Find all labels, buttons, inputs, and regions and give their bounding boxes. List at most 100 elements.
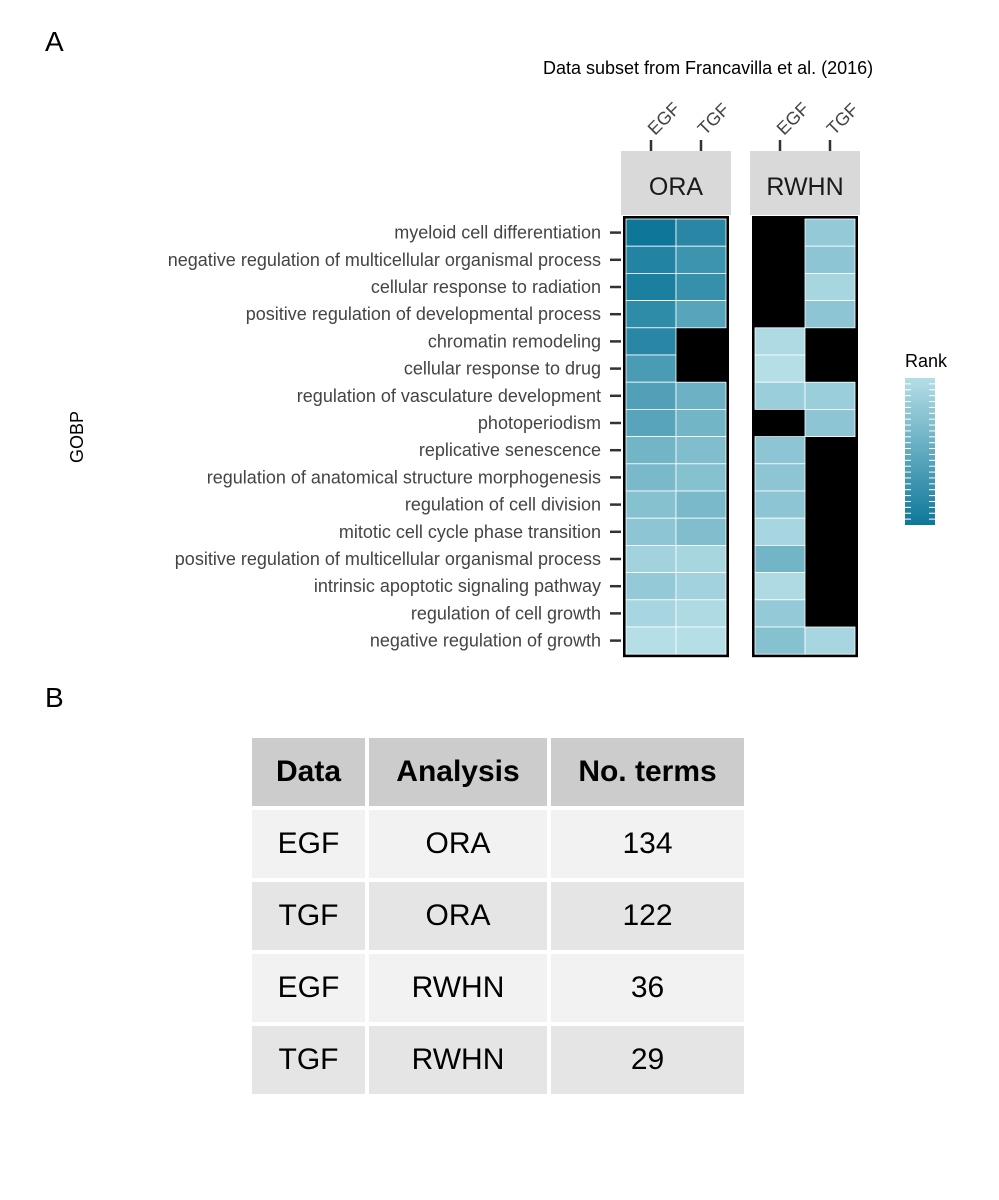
heatmap-cell — [675, 408, 727, 437]
y-tick-label: intrinsic apoptotic signaling pathway — [314, 576, 601, 596]
heatmap-cell — [754, 572, 806, 601]
cell-data: TGF — [252, 1026, 365, 1094]
heatmap-cell — [754, 463, 806, 492]
heatmap-cell — [625, 517, 677, 546]
heatmap-cell — [675, 218, 727, 247]
heatmap-cell — [625, 463, 677, 492]
y-tick-label: photoperiodism — [478, 413, 601, 433]
heatmap-cell — [754, 490, 806, 519]
y-tick-label: regulation of vasculature development — [297, 386, 601, 406]
heatmap-cell — [625, 572, 677, 601]
summary-table: Data Analysis No. terms EGF ORA 134 TGF … — [252, 738, 744, 1094]
y-tick-label: myeloid cell differentiation — [394, 223, 601, 243]
y-tick-label: regulation of cell division — [405, 495, 601, 515]
y-tick-label: positive regulation of developmental pro… — [246, 304, 601, 324]
cell-analysis: ORA — [369, 810, 547, 878]
cell-analysis: RWHN — [369, 954, 547, 1022]
cell-data: EGF — [252, 810, 365, 878]
heatmap-cell — [675, 599, 727, 628]
legend-colorbar — [905, 378, 935, 525]
cell-no-terms: 29 — [551, 1026, 744, 1094]
cell-data: TGF — [252, 882, 365, 950]
heatmap-cell — [675, 436, 727, 465]
cell-analysis: ORA — [369, 882, 547, 950]
heatmap-cell — [754, 354, 806, 383]
heatmap-cell — [804, 300, 856, 329]
panel-label-b: B — [45, 682, 64, 713]
heatmap-cell — [675, 572, 727, 601]
heatmap-cell — [754, 545, 806, 574]
x-tick-label: TGF — [694, 99, 734, 139]
table-row: TGF RWHN 29 — [252, 1026, 744, 1094]
heatmap-cell — [625, 408, 677, 437]
x-tick-label: EGF — [644, 99, 684, 139]
facet-strip — [621, 151, 731, 215]
y-tick-label: regulation of anatomical structure morph… — [207, 467, 601, 487]
heatmap-cell — [625, 436, 677, 465]
table-row: EGF ORA 134 — [252, 810, 744, 878]
heatmap-cell — [804, 245, 856, 274]
header-data: Data — [252, 738, 365, 806]
heatmap-cell — [625, 218, 677, 247]
heatmap-cell — [804, 381, 856, 410]
heatmap-cell — [754, 327, 806, 356]
heatmap-cell — [625, 245, 677, 274]
heatmap-cell — [625, 599, 677, 628]
heatmap-cell — [625, 327, 677, 356]
heatmap-cell — [804, 218, 856, 247]
y-tick-label: cellular response to drug — [404, 359, 601, 379]
heatmap-cell — [675, 545, 727, 574]
panel-label-a: A — [45, 26, 64, 57]
y-axis-title: GOBP — [67, 411, 87, 463]
chart-caption: Data subset from Francavilla et al. (201… — [543, 58, 874, 78]
heatmap-cell — [754, 436, 806, 465]
y-tick-label: negative regulation of multicellular org… — [168, 250, 601, 270]
heatmap-cell — [804, 626, 856, 655]
heatmap-cell — [675, 626, 727, 655]
y-tick-label: regulation of cell growth — [411, 603, 601, 623]
heatmap-cell — [625, 272, 677, 301]
heatmap-cell — [754, 517, 806, 546]
facet-strip — [750, 151, 860, 215]
table-row: EGF RWHN 36 — [252, 954, 744, 1022]
heatmap-cell — [675, 490, 727, 519]
legend-title: Rank — [905, 351, 948, 371]
y-tick-label: cellular response to radiation — [371, 277, 601, 297]
heatmap-cell — [625, 490, 677, 519]
heatmap-cell — [754, 381, 806, 410]
table-header-row: Data Analysis No. terms — [252, 738, 744, 806]
header-analysis: Analysis — [369, 738, 547, 806]
table-row: TGF ORA 122 — [252, 882, 744, 950]
heatmap-cell — [675, 381, 727, 410]
header-no-terms: No. terms — [551, 738, 744, 806]
heatmap-cell — [804, 272, 856, 301]
heatmap-cell — [804, 408, 856, 437]
x-tick-label: TGF — [823, 99, 863, 139]
facet-strip-label: ORA — [649, 173, 704, 201]
y-tick-label: mitotic cell cycle phase transition — [339, 522, 601, 542]
cell-no-terms: 122 — [551, 882, 744, 950]
heatmap-cell — [675, 463, 727, 492]
cell-no-terms: 36 — [551, 954, 744, 1022]
cell-no-terms: 134 — [551, 810, 744, 878]
facet-strip-label: RWHN — [766, 173, 843, 201]
cell-data: EGF — [252, 954, 365, 1022]
heatmap-cell — [754, 599, 806, 628]
y-tick-label: positive regulation of multicellular org… — [175, 549, 601, 569]
heatmap-cell — [625, 545, 677, 574]
y-tick-label: chromatin remodeling — [428, 331, 601, 351]
heatmap-cell — [675, 300, 727, 329]
heatmap-cell — [675, 245, 727, 274]
heatmap-cell — [675, 272, 727, 301]
heatmap-cell — [625, 381, 677, 410]
heatmap-cell — [675, 517, 727, 546]
x-tick-label: EGF — [773, 99, 813, 139]
heatmap-cell — [625, 354, 677, 383]
cell-analysis: RWHN — [369, 1026, 547, 1094]
heatmap-cell — [625, 626, 677, 655]
heatmap-cell — [625, 300, 677, 329]
y-tick-label: negative regulation of growth — [370, 631, 601, 651]
heatmap-cell — [754, 626, 806, 655]
y-tick-label: replicative senescence — [419, 440, 601, 460]
